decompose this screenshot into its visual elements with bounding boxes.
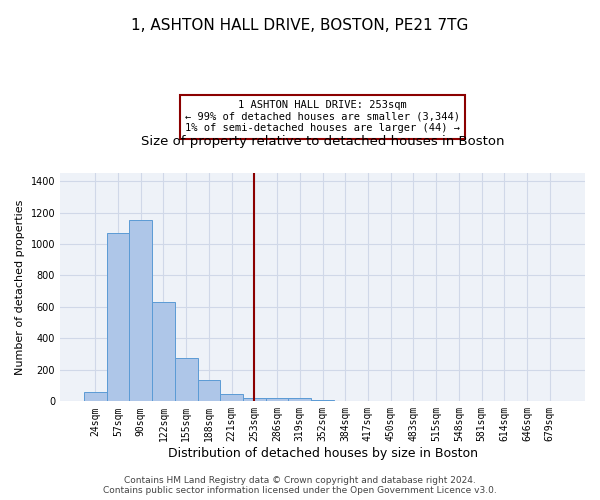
Bar (84, 392, 107, 402)
Bar (220, 394, 243, 402)
Text: 1, ASHTON HALL DRIVE, BOSTON, PE21 7TG: 1, ASHTON HALL DRIVE, BOSTON, PE21 7TG (131, 18, 469, 32)
Bar (175, 358, 197, 402)
X-axis label: Distribution of detached houses by size in Boston: Distribution of detached houses by size … (167, 447, 478, 460)
Bar (243, 398, 266, 402)
Bar (311, 400, 334, 402)
Bar (130, 220, 152, 402)
Bar (107, 234, 130, 402)
Title: Size of property relative to detached houses in Boston: Size of property relative to detached ho… (141, 136, 504, 148)
Text: 1 ASHTON HALL DRIVE: 253sqm
← 99% of detached houses are smaller (3,344)
1% of s: 1 ASHTON HALL DRIVE: 253sqm ← 99% of det… (185, 100, 460, 134)
Bar (197, 380, 220, 402)
Bar (152, 302, 175, 402)
Text: Contains HM Land Registry data © Crown copyright and database right 2024.
Contai: Contains HM Land Registry data © Crown c… (103, 476, 497, 495)
Y-axis label: Number of detached properties: Number of detached properties (15, 200, 25, 375)
Bar (289, 398, 311, 402)
Bar (266, 398, 289, 402)
